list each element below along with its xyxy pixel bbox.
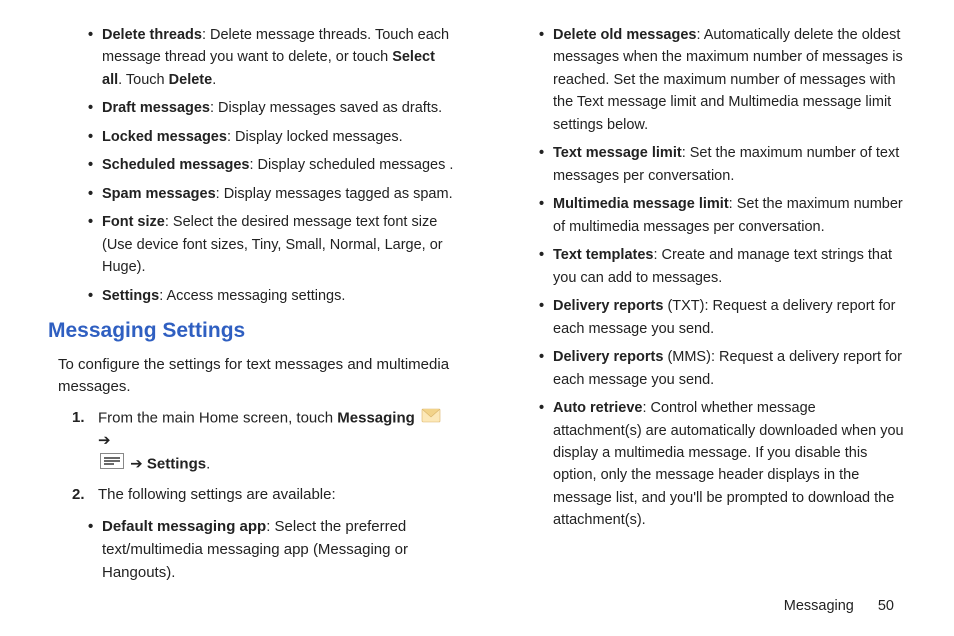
bullet-default-messaging-app: Default messaging app: Select the prefer… — [88, 515, 455, 585]
step-period: . — [206, 455, 210, 472]
step-text-a: From the main Home screen, touch — [98, 409, 337, 426]
bullet-label: Default messaging app — [102, 518, 266, 535]
step-settings: Settings — [147, 455, 206, 472]
bullet-body: : Display messages tagged as spam. — [216, 186, 453, 202]
bullet-bold2: Delete — [169, 72, 213, 88]
section-heading: Messaging Settings — [48, 315, 455, 348]
step-2: 2. The following settings are available: — [72, 484, 455, 507]
bullet-label: Locked messages — [102, 129, 227, 145]
bullet-label: Scheduled messages — [102, 157, 250, 173]
menu-icon — [100, 453, 124, 477]
arrow-2: ➔ — [130, 455, 147, 472]
bullet-label: Text templates — [553, 247, 653, 263]
bullet-delete-threads: Delete threads: Delete message threads. … — [88, 24, 455, 91]
footer-section: Messaging — [784, 598, 854, 614]
bullet-draft-messages: Draft messages: Display messages saved a… — [88, 97, 455, 119]
bullet-scheduled-messages: Scheduled messages: Display scheduled me… — [88, 154, 455, 176]
bullet-label: Delete threads — [102, 27, 202, 43]
bullet-locked-messages: Locked messages: Display locked messages… — [88, 126, 455, 148]
bullet-delivery-reports-mms: Delivery reports (MMS): Request a delive… — [539, 346, 906, 391]
bullet-body: : Control whether message attachment(s) … — [553, 400, 904, 528]
bullet-body: : Access messaging settings. — [159, 288, 345, 304]
bullet-settings: Settings: Access messaging settings. — [88, 285, 455, 307]
bullet-font-size: Font size: Select the desired message te… — [88, 211, 455, 278]
bullet-label: Draft messages — [102, 100, 210, 116]
bullet-text-templates: Text templates: Create and manage text s… — [539, 244, 906, 289]
bullet-body2: . Touch — [118, 72, 169, 88]
bullet-body: : Display locked messages. — [227, 129, 403, 145]
step-number: 2. — [72, 484, 85, 507]
step-number: 1. — [72, 407, 85, 430]
bullet-paren: (MMS) — [663, 349, 711, 365]
footer-page: 50 — [878, 598, 894, 614]
bullet-body: : Display messages saved as drafts. — [210, 100, 442, 116]
step-text: The following settings are available: — [98, 486, 336, 503]
bullet-body3: . — [212, 72, 216, 88]
bullet-delivery-reports-txt: Delivery reports (TXT): Request a delive… — [539, 295, 906, 340]
arrow-1: ➔ — [98, 432, 111, 449]
step-1: 1. From the main Home screen, touch Mess… — [72, 407, 455, 477]
bullet-label: Delivery reports — [553, 298, 663, 314]
bullet-spam-messages: Spam messages: Display messages tagged a… — [88, 183, 455, 205]
intro-text: To configure the settings for text messa… — [58, 354, 455, 399]
bullet-body: : Display scheduled messages . — [250, 157, 454, 173]
left-column: Delete threads: Delete message threads. … — [48, 24, 455, 564]
bullet-label: Delivery reports — [553, 349, 663, 365]
bullet-text-message-limit: Text message limit: Set the maximum numb… — [539, 142, 906, 187]
step-messaging: Messaging — [337, 409, 415, 426]
bullet-label: Text message limit — [553, 145, 682, 161]
bullet-auto-retrieve: Auto retrieve: Control whether message a… — [539, 397, 906, 532]
bullet-label: Font size — [102, 214, 165, 230]
bullet-multimedia-message-limit: Multimedia message limit: Set the maximu… — [539, 193, 906, 238]
bullet-paren: (TXT) — [663, 298, 704, 314]
bullet-label: Delete old messages — [553, 27, 696, 43]
bullet-label: Auto retrieve — [553, 400, 642, 416]
right-column: Delete old messages: Automatically delet… — [499, 24, 906, 564]
bullet-delete-old-messages: Delete old messages: Automatically delet… — [539, 24, 906, 136]
bullet-label: Multimedia message limit — [553, 196, 729, 212]
bullet-label: Settings — [102, 288, 159, 304]
page-footer: Messaging 50 — [784, 598, 894, 614]
messaging-icon — [421, 407, 441, 431]
bullet-label: Spam messages — [102, 186, 216, 202]
